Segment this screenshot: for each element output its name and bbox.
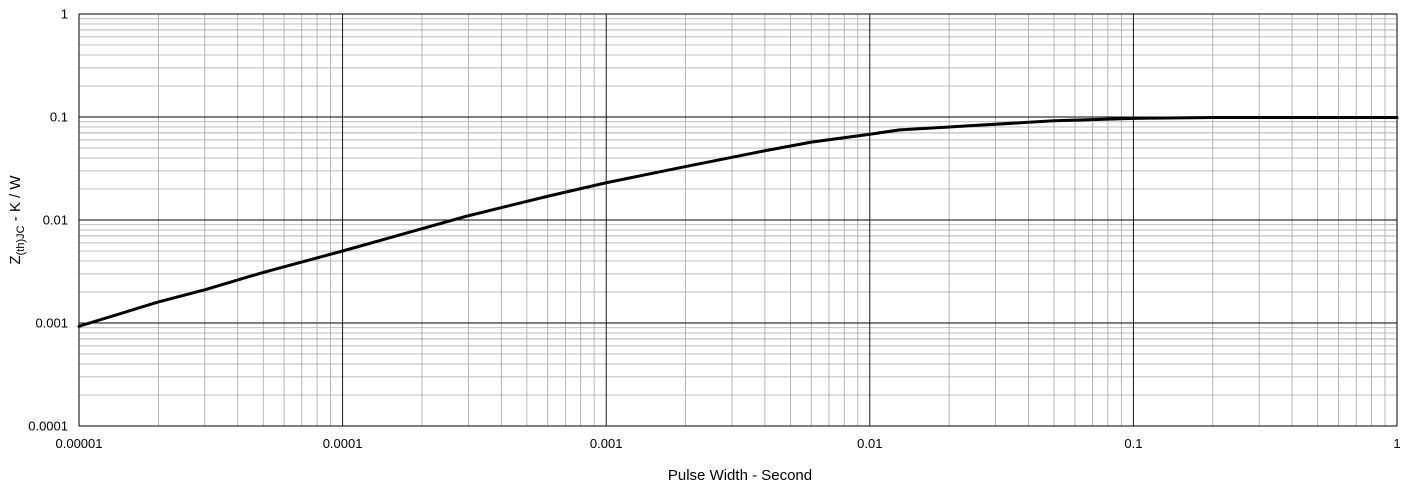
series-line <box>77 115 1399 328</box>
x-tick-label: 1 <box>1393 436 1400 451</box>
y-axis-tick-labels: 0.0001 0.001 0.01 0.1 1 <box>28 7 68 434</box>
x-tick-label: 0.01 <box>857 436 882 451</box>
y-axis-title: Z(th)JC - K / W <box>7 175 27 265</box>
x-tick-label: 0.0001 <box>323 436 363 451</box>
x-axis-title: Pulse Width - Second <box>668 467 812 484</box>
plot-area-frame <box>78 13 1398 427</box>
y-axis-title-main: Z <box>7 255 24 264</box>
y-tick-label: 0.0001 <box>28 419 68 434</box>
x-tick-label: 0.001 <box>590 436 623 451</box>
x-tick-label: 0.1 <box>1124 436 1142 451</box>
y-tick-label: 1 <box>61 7 68 22</box>
y-tick-label: 0.001 <box>35 316 68 331</box>
y-axis-title-subscript: (th)JC <box>15 225 27 255</box>
x-axis-tick-labels: 0.00001 0.0001 0.001 0.01 0.1 1 <box>56 436 1401 451</box>
x-tick-label: 0.00001 <box>56 436 103 451</box>
y-tick-label: 0.01 <box>43 213 68 228</box>
y-tick-label: 0.1 <box>50 110 68 125</box>
series-layer <box>77 115 1399 328</box>
y-axis-title-rest: - K / W <box>7 175 24 226</box>
